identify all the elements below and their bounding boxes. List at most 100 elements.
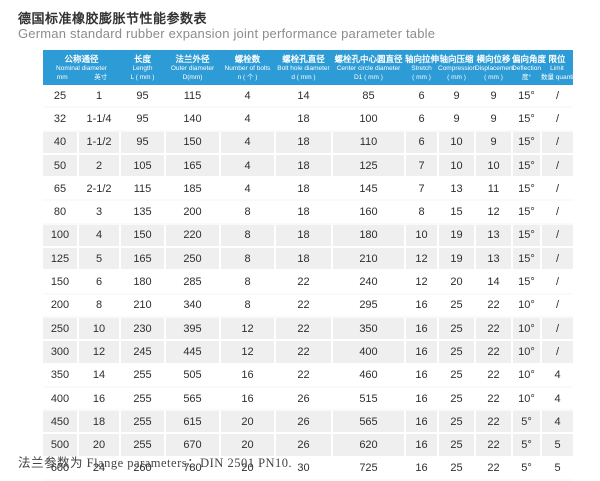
cell: 22: [475, 386, 513, 412]
cell: 11: [475, 177, 513, 202]
cell: 255: [120, 386, 166, 412]
cell: 12: [475, 200, 513, 225]
header-en-label: Displacement: [475, 65, 515, 72]
cell: 15°: [512, 270, 542, 295]
header-cn-label: 长度: [133, 54, 151, 64]
cell: 22: [475, 363, 513, 388]
table-row: 200 8 210 340 8 22 295 16 25 22 10° /: [43, 293, 573, 318]
col-header-number-of-bolts: 螺栓数 Number of bolts n ( 个 ): [220, 50, 275, 85]
cell: 30: [275, 456, 333, 481]
cell: 26: [275, 410, 333, 435]
cell: 16: [405, 316, 439, 342]
cell: 150: [43, 270, 79, 295]
cell: 15°: [512, 107, 542, 132]
cell: 125: [43, 247, 79, 272]
cell: 18: [275, 200, 333, 225]
cell: 10: [438, 153, 476, 179]
cell: 15°: [512, 247, 542, 272]
table-row: 65 2-1/2 115 185 4 18 145 7 13 11 15° /: [43, 177, 573, 202]
cell: 15°: [512, 177, 542, 202]
cell: 25: [438, 316, 476, 342]
header-cn-label: 轴向压缩: [439, 54, 474, 64]
table-row: 250 10 230 395 12 22 350 16 25 22 10° /: [43, 316, 573, 342]
cell: 725: [332, 456, 406, 481]
cell: 4: [541, 363, 573, 388]
cell: 18: [275, 223, 333, 249]
cell: 8: [220, 223, 276, 249]
cell: 13: [438, 177, 476, 202]
cell: 20: [220, 433, 276, 458]
cell: 6: [405, 85, 439, 109]
col-header-stretch: 轴向拉伸 Stretch ( mm ): [405, 50, 440, 85]
flange-parameters-note: 法兰参数为 Flange parameters：DIN 2501 PN10.: [18, 456, 293, 470]
table-row: 600 24 260 780 20 30 725 16 25 22 5° 5: [43, 456, 573, 481]
cell: /: [541, 153, 573, 179]
cell: 22: [475, 410, 513, 435]
cell: 7: [405, 177, 439, 202]
cell: 295: [332, 293, 406, 318]
header-unit-label: L ( mm ): [130, 74, 155, 81]
cell: 32: [43, 107, 79, 132]
cell: 7: [405, 153, 439, 179]
cell: 300: [43, 340, 79, 365]
cell: 5°: [512, 410, 542, 435]
table-row: 40 1-1/2 95 150 4 18 110 6 10 9 15° /: [43, 130, 573, 155]
header-cn-label: 螺栓孔中心圆直径: [334, 54, 403, 64]
cell: 25: [438, 340, 476, 365]
table-row: 25 1 95 115 4 14 85 6 9 9 15° /: [43, 85, 573, 109]
cell: 25: [438, 293, 476, 318]
cell: 12: [78, 340, 121, 365]
header-unit-label: D1 ( mm ): [354, 74, 383, 81]
cell: 4: [78, 223, 121, 249]
cell: 95: [120, 130, 166, 155]
cell: 14: [78, 363, 121, 388]
col-header-displacement: 横向位移 Displacement ( mm ): [475, 50, 515, 85]
cell: 22: [475, 340, 513, 365]
cell: 9: [438, 107, 476, 132]
cell: 2-1/2: [78, 177, 121, 202]
col-header-center-circle-diameter: 螺栓孔中心圆直径 Center circle diameter D1 ( mm …: [332, 50, 405, 85]
cell: 350: [43, 363, 79, 388]
cell: 8: [220, 293, 276, 318]
header-en-label: Limit: [550, 65, 564, 72]
cell: /: [541, 177, 573, 202]
page-title: 德国标准橡胶膨胀节性能参数表: [18, 11, 208, 26]
cell: /: [541, 200, 573, 225]
cell: /: [541, 107, 573, 132]
header-en-label: Stretch: [411, 65, 432, 72]
cell: /: [541, 223, 573, 249]
cell: 9: [475, 107, 513, 132]
cell: 10°: [512, 340, 542, 365]
table-row: 400 16 255 565 16 26 515 16 25 22 10° 4: [43, 386, 573, 412]
cell: 26: [275, 433, 333, 458]
cell: 9: [475, 130, 513, 155]
cell: 10: [405, 223, 439, 249]
cell: 1: [78, 85, 121, 109]
cell: 180: [332, 223, 406, 249]
cell: 15: [438, 200, 476, 225]
cell: 210: [120, 293, 166, 318]
col-header-outer-diameter: 法兰外径 Outer diameter D(mm): [165, 50, 220, 85]
table-row: 80 3 135 200 8 18 160 8 15 12 15° /: [43, 200, 573, 225]
header-en-label: Center circle diameter: [336, 65, 401, 72]
header-cn-label: 轴向拉伸: [405, 54, 440, 64]
cell: 4: [220, 153, 276, 179]
cell: 25: [438, 410, 476, 435]
cell: 1-1/4: [78, 107, 121, 132]
cell: 22: [475, 293, 513, 318]
cell: 25: [438, 456, 476, 481]
header-en-label: Compression: [438, 65, 477, 72]
cell: 18: [275, 153, 333, 179]
cell: 22: [475, 456, 513, 481]
cell: 10°: [512, 316, 542, 342]
cell: 500: [43, 433, 79, 458]
cell: 26: [275, 386, 333, 412]
cell: 25: [438, 433, 476, 458]
cell: 4: [220, 130, 276, 155]
cell: 160: [332, 200, 406, 225]
cell: 16: [405, 386, 439, 412]
cell: 15°: [512, 153, 542, 179]
cell: 450: [43, 410, 79, 435]
table-header: 公称通径 Nominal diameter mm 英寸 长度 Length L …: [43, 50, 579, 85]
header-en-label: Number of bolts: [224, 65, 271, 72]
